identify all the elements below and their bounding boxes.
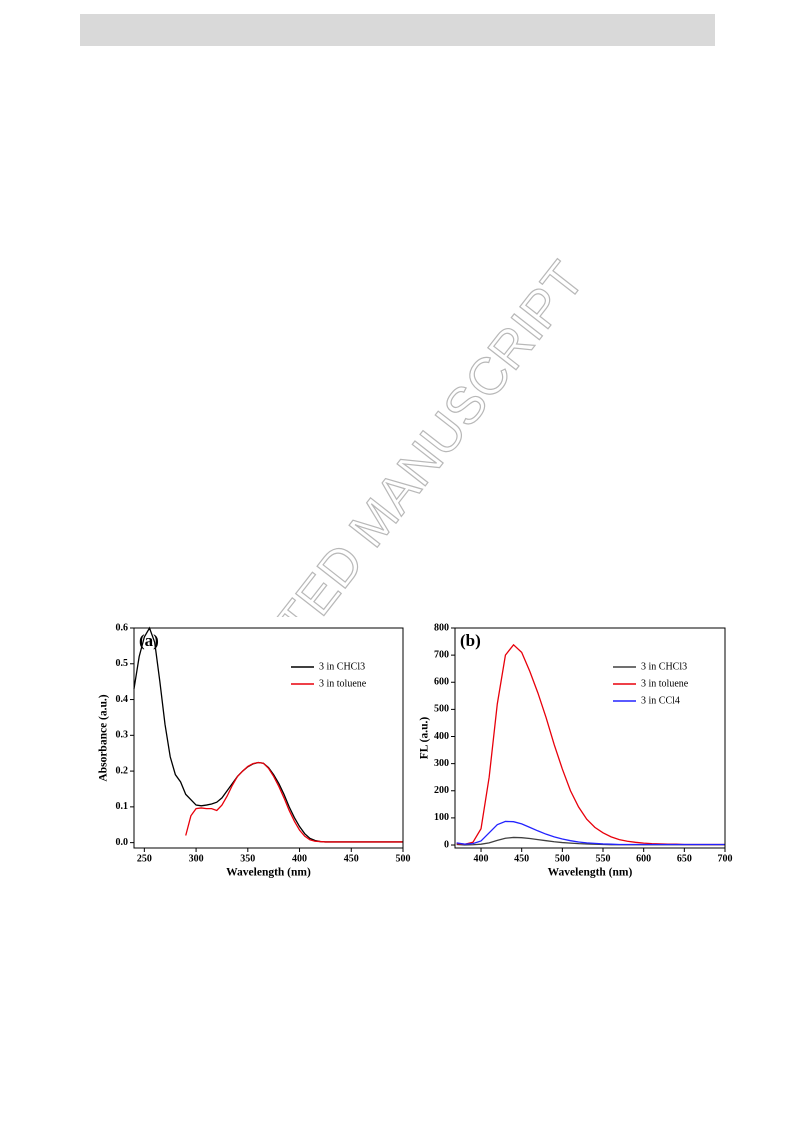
y-tick-label: 500 [434, 704, 449, 715]
y-tick-label: 0.0 [116, 837, 129, 848]
legend-label: 3 in CHCl3 [319, 661, 365, 672]
panel-label: (b) [460, 631, 481, 650]
data-line [185, 761, 403, 843]
x-tick-label: 300 [189, 853, 204, 864]
x-tick-label: 700 [718, 853, 733, 864]
y-tick-label: 0.2 [116, 765, 129, 776]
x-tick-label: 250 [137, 853, 152, 864]
x-tick-label: 550 [596, 853, 611, 864]
y-tick-label: 0.3 [116, 730, 129, 741]
x-tick-label: 450 [344, 853, 359, 864]
legend-label: 3 in CHCl3 [641, 661, 687, 672]
plot-frame [133, 627, 404, 849]
x-tick-label: 600 [636, 853, 651, 864]
y-tick-label: 800 [434, 622, 449, 633]
header-bar [80, 14, 715, 46]
x-axis-label: Wavelength (nm) [226, 867, 311, 879]
y-tick-label: 600 [434, 677, 449, 688]
x-tick-label: 500 [396, 853, 411, 864]
x-tick-label: 650 [677, 853, 692, 864]
y-tick-label: 400 [434, 731, 449, 742]
legend-label: 3 in toluene [641, 678, 689, 689]
y-tick-label: 0.4 [116, 694, 129, 705]
y-tick-label: 0 [444, 839, 449, 850]
legend-label: 3 in toluene [319, 678, 367, 689]
x-tick-label: 400 [474, 853, 489, 864]
x-axis-label: Wavelength (nm) [548, 867, 633, 879]
y-tick-label: 300 [434, 758, 449, 769]
plot-frame [454, 627, 726, 849]
y-tick-label: 0.6 [116, 622, 129, 633]
figure-background [97, 617, 411, 885]
panel-label: (a) [139, 631, 159, 650]
x-tick-label: 350 [240, 853, 255, 864]
y-tick-label: 0.5 [116, 658, 129, 669]
x-tick-label: 400 [292, 853, 307, 864]
data-line [456, 820, 725, 846]
y-tick-label: 100 [434, 812, 449, 823]
y-axis-label: Absorbance (a.u.) [98, 694, 110, 781]
y-axis-label: FL (a.u.) [419, 717, 431, 760]
x-tick-label: 500 [555, 853, 570, 864]
y-tick-label: 700 [434, 649, 449, 660]
y-tick-label: 0.1 [116, 801, 129, 812]
y-tick-label: 200 [434, 785, 449, 796]
legend-label: 3 in CCl4 [641, 695, 680, 706]
x-tick-label: 450 [514, 853, 529, 864]
